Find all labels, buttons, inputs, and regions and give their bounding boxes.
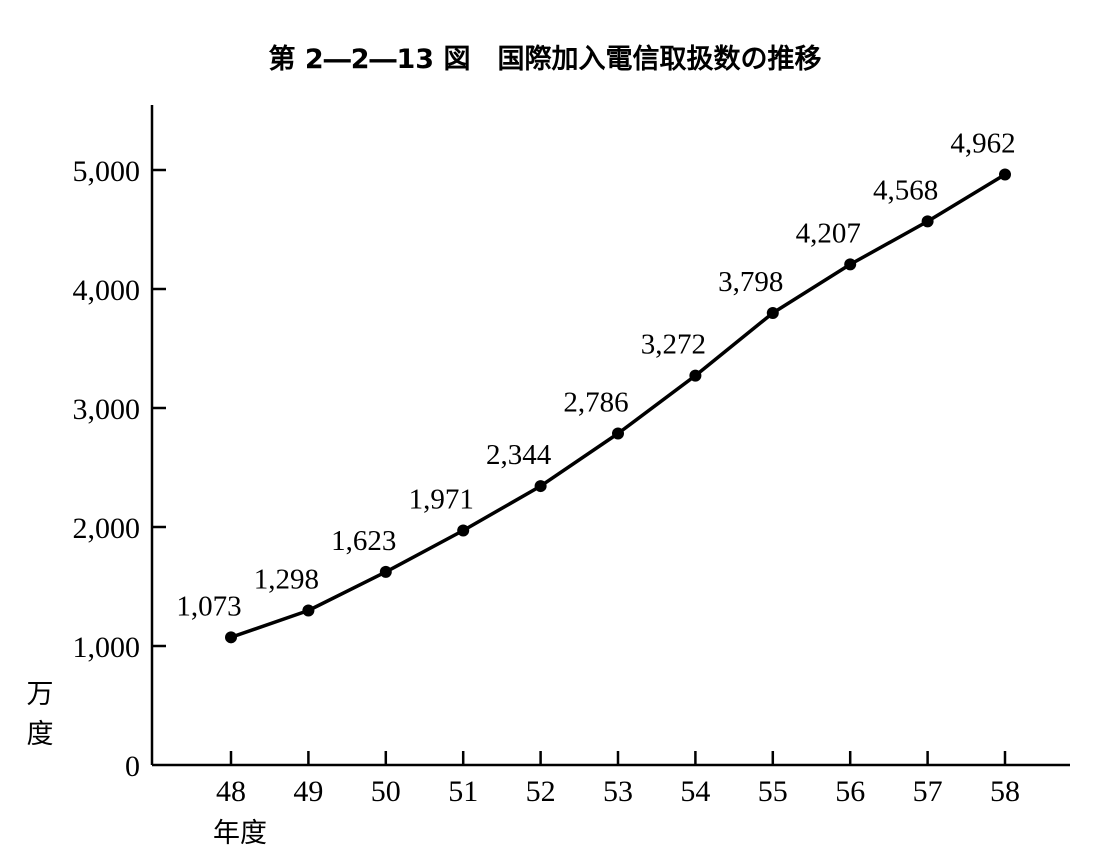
y-axis-ticks: 0 1,000 2,000 3,000 4,000 5,000 — [73, 155, 166, 783]
data-label: 2,786 — [563, 386, 628, 418]
data-point — [689, 369, 702, 382]
data-label: 1,298 — [254, 564, 319, 596]
data-label: 1,971 — [409, 483, 474, 515]
data-label: 3,272 — [641, 329, 706, 361]
x-tick-label: 57 — [913, 775, 943, 808]
y-axis-label-1: 万 — [27, 679, 54, 710]
x-tick-label: 53 — [603, 775, 633, 808]
x-axis-ticks: 48 49 50 51 52 53 54 55 56 57 58 — [216, 751, 1020, 808]
x-tick-label: 56 — [835, 775, 865, 808]
y-tick-label: 1,000 — [73, 631, 141, 664]
data-point — [766, 307, 779, 320]
x-tick-label: 51 — [448, 775, 478, 808]
x-tick-label: 49 — [293, 775, 323, 808]
data-point — [612, 427, 624, 440]
data-label: 4,568 — [873, 174, 938, 206]
data-point — [921, 215, 934, 228]
data-label: 2,344 — [486, 439, 552, 471]
data-point — [457, 524, 470, 537]
data-markers — [225, 168, 1011, 644]
x-tick-label: 58 — [990, 775, 1020, 808]
x-tick-label: 52 — [526, 775, 556, 808]
y-tick-label: 4,000 — [73, 274, 141, 307]
data-label: 4,962 — [950, 128, 1015, 160]
data-point — [379, 565, 392, 578]
data-point — [225, 631, 237, 644]
y-tick-label: 2,000 — [73, 512, 141, 545]
y-axis-label-2: 度 — [27, 719, 54, 750]
data-label: 1,073 — [176, 590, 241, 622]
x-tick-label: 55 — [758, 775, 788, 808]
x-axis-label: 年度 — [213, 818, 267, 849]
data-labels: 1,073 1,298 1,623 1,971 2,344 2,786 3,272 3,798… — [176, 128, 1015, 623]
y-tick-label: 0 — [125, 750, 140, 783]
y-tick-label: 5,000 — [73, 155, 141, 188]
x-tick-label: 54 — [680, 775, 710, 808]
data-point — [534, 480, 547, 493]
x-tick-label: 48 — [216, 775, 246, 808]
data-label: 3,798 — [718, 266, 783, 298]
y-tick-label: 3,000 — [73, 393, 141, 426]
chart-title: 第 2―2―13 図 国際加入電信取扱数の推移 — [269, 43, 822, 75]
data-point — [844, 258, 857, 271]
data-point — [999, 168, 1011, 181]
data-point — [302, 604, 315, 617]
x-tick-label: 50 — [371, 775, 401, 808]
data-label: 1,623 — [331, 525, 396, 557]
data-label: 4,207 — [796, 217, 861, 249]
